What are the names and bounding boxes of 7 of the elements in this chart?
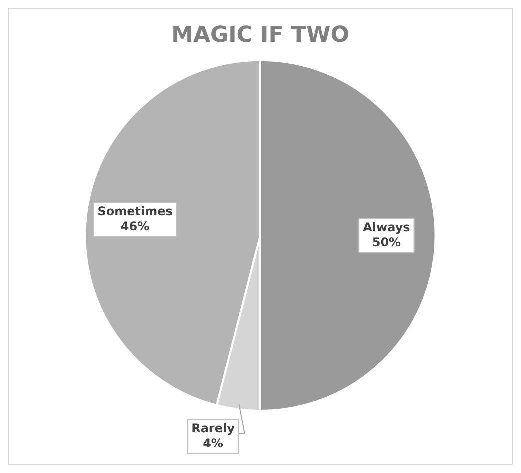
slice-label: Sometimes xyxy=(98,204,173,219)
chart-title: MAGIC IF TWO xyxy=(172,22,350,48)
slice-label: Always xyxy=(363,220,410,234)
data-label: 46% xyxy=(120,220,150,234)
slice-label: Rarely xyxy=(192,422,236,436)
data-label: 50% xyxy=(372,235,402,250)
data-label: 4% xyxy=(203,436,224,451)
